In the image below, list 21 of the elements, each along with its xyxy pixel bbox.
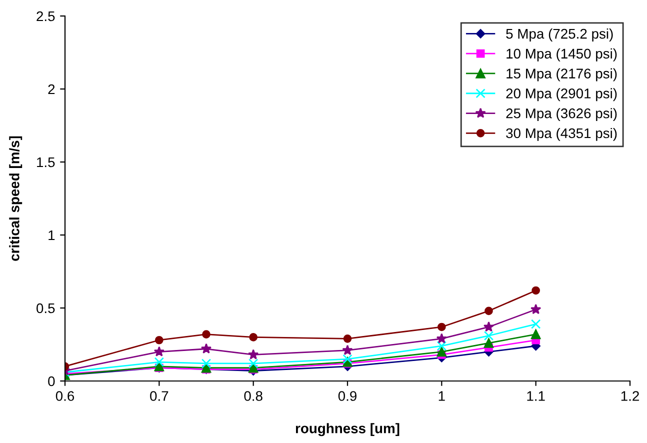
x-tick-label: 1.2 (621, 391, 639, 401)
x-tick-label: 0.8 (244, 391, 262, 401)
x-tick-label: 1 (438, 391, 445, 401)
legend-label: 15 Mpa (2176 psi) (506, 68, 617, 82)
x-tick-label: 0.9 (338, 391, 356, 401)
legend-label: 30 Mpa (4351 psi) (506, 128, 617, 141)
y-tick-label: 2 (48, 84, 55, 94)
y-tick-label: 2.5 (36, 11, 55, 22)
x-tick-label: 1.1 (527, 391, 545, 401)
x-axis-title: roughness [um] (296, 423, 400, 436)
y-tick-label: 1.5 (37, 157, 55, 168)
x-tick-label: 0.7 (150, 391, 168, 401)
legend-label: 25 Mpa (3626 psi) (506, 108, 617, 122)
legend-label: 10 Mpa (1450 psi) (506, 48, 617, 62)
legend-label: 20 Mpa (2901 psi) (506, 88, 617, 102)
y-tick-label: 1 (48, 230, 55, 240)
y-tick-label: 0 (48, 376, 55, 386)
x-tick-label: 0.6 (56, 391, 74, 401)
y-tick-label: 0.5 (36, 303, 55, 314)
y-axis-title: critical speed [m/s] (9, 136, 22, 261)
legend-label: 5 Mpa (725.2 psi) (506, 28, 613, 42)
